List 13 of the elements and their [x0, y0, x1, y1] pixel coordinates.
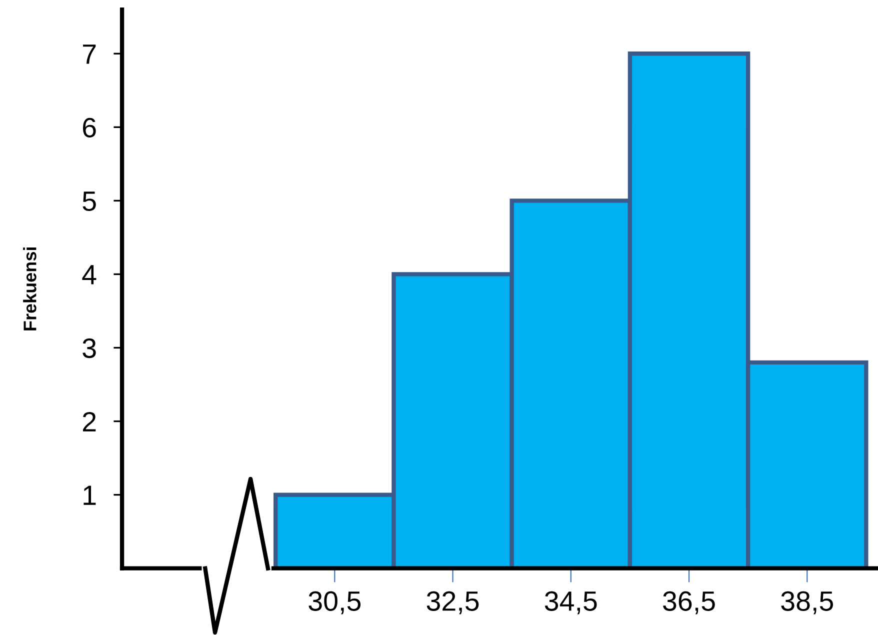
y-tick-label: 2	[82, 412, 96, 432]
y-tick-label: 3	[82, 338, 96, 358]
x-tick-label: 30,5	[308, 591, 361, 614]
y-axis-title: Frekuensi	[23, 248, 36, 330]
x-tick-label: 34,5	[544, 591, 597, 614]
x-tick-label: 32,5	[426, 591, 479, 614]
y-tick-label: 6	[83, 118, 96, 138]
x-tick-label: 38,5	[781, 591, 833, 614]
y-tick-label: 5	[82, 192, 96, 212]
y-tick-label: 7	[83, 44, 96, 64]
y-tick-label: 4	[82, 265, 96, 284]
x-tick-label: 36,5	[663, 591, 715, 614]
y-tick-label: 1	[84, 486, 96, 505]
